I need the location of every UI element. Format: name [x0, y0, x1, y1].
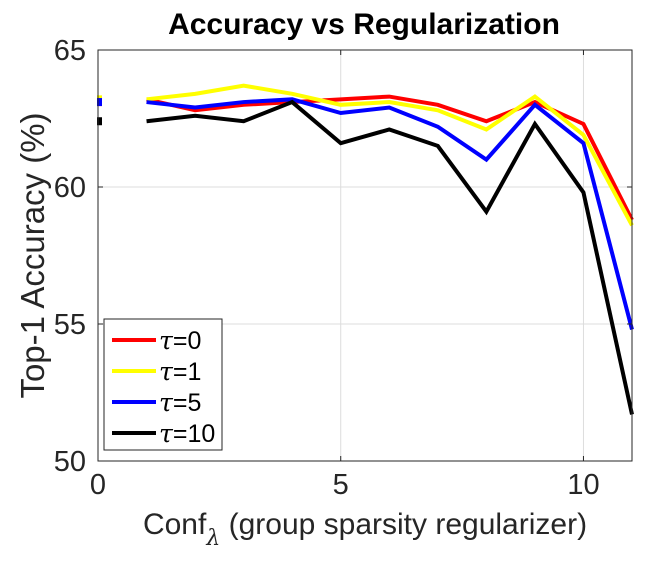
x-axis-label-subscript: λ [205, 526, 220, 551]
x-axis-label-main: Conf [143, 508, 207, 541]
series-line [146, 83, 634, 227]
series-line [146, 97, 634, 330]
x-axis-label-rest: (group sparsity regularizer) [220, 508, 587, 541]
y-tick-label: 55 [54, 309, 86, 341]
chart-title: Accuracy vs Regularization [168, 8, 560, 41]
legend-value: =10 [173, 420, 215, 448]
legend-value: =5 [173, 389, 202, 417]
x-tick-label: 10 [567, 469, 599, 501]
legend: τ=0τ=1τ=5τ=10 [103, 318, 223, 451]
legend-symbol: τ [159, 326, 174, 355]
axes-box [97, 49, 633, 462]
legend-entry: τ=10 [159, 419, 215, 448]
y-tick-label: 60 [54, 172, 86, 204]
legend-value: =0 [173, 327, 202, 355]
legend-symbol: τ [159, 388, 174, 417]
y-tick-label: 50 [54, 446, 86, 478]
series-start-point [97, 117, 102, 126]
plot-series [97, 83, 634, 415]
x-axis-label: Confλ (group sparsity regularizer) [143, 508, 587, 551]
series-start-point [97, 98, 102, 107]
legend-value: =1 [173, 358, 202, 386]
legend-symbol: τ [159, 419, 174, 448]
legend-entry: τ=0 [159, 326, 201, 355]
axis-ticks: 0 5 10 50 55 60 65 [54, 35, 632, 501]
legend-entry: τ=5 [159, 388, 201, 417]
legend-symbol: τ [159, 357, 174, 386]
legend-entry: τ=1 [159, 357, 201, 386]
y-axis-label: Top-1 Accuracy (%) [14, 112, 51, 398]
y-tick-label: 65 [54, 35, 86, 67]
x-tick-label: 5 [333, 469, 349, 501]
x-tick-label: 0 [90, 469, 106, 501]
series-line [146, 99, 634, 415]
